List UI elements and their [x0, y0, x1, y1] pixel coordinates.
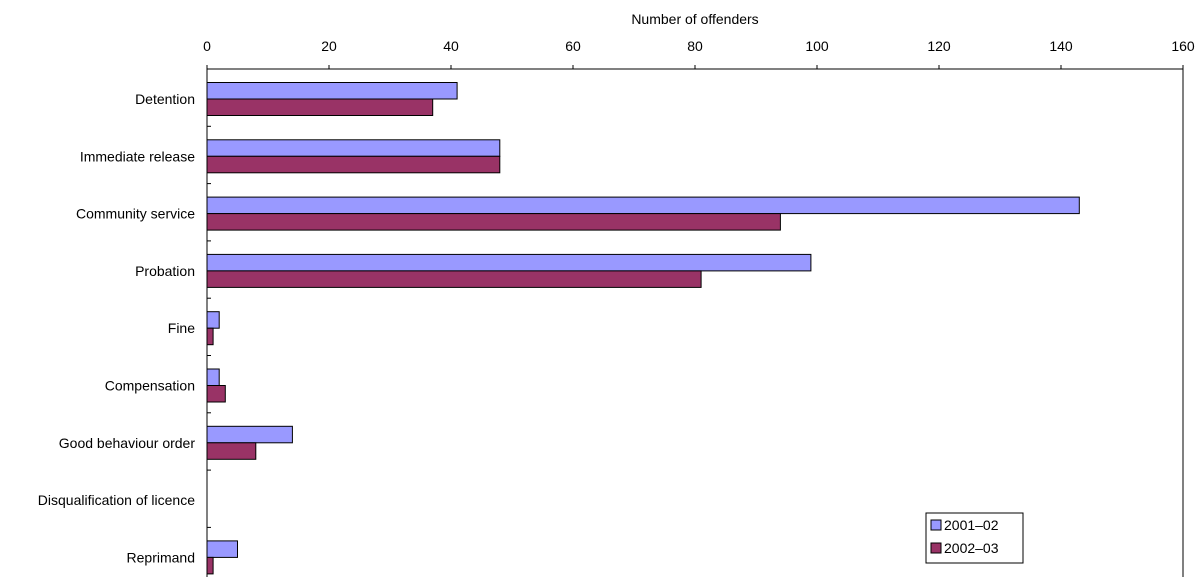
bar-series1: [206, 311, 220, 329]
bar-series1: [206, 253, 812, 272]
bar-series1: [206, 82, 458, 100]
bar-series2: [206, 385, 226, 403]
bars: [206, 82, 1080, 575]
category-label: Reprimand: [127, 549, 195, 565]
legend-box: [925, 512, 1024, 564]
x-axis-ticks: 0 20 40 60 80 100 120 140 160: [203, 38, 1195, 528]
bar-series1: [206, 139, 501, 157]
legend-swatch: [930, 519, 942, 531]
bar-series2: [206, 155, 501, 174]
x-tick-label: 160: [1171, 38, 1195, 54]
x-tick-label: 60: [565, 38, 581, 54]
bar-series1: [206, 368, 220, 386]
x-tick-label: 120: [927, 38, 951, 54]
category-label: Detention: [135, 91, 195, 107]
bar-series2: [206, 213, 781, 231]
x-tick-label: 20: [321, 38, 337, 54]
legend-label: 2002–03: [944, 540, 999, 556]
x-tick-label: 100: [805, 38, 829, 54]
category-label: Probation: [135, 263, 195, 279]
category-label: Fine: [168, 320, 195, 336]
bar-series2: [206, 98, 434, 116]
bar-series1: [206, 540, 238, 558]
category-label: Immediate release: [80, 148, 195, 164]
category-label: Community service: [76, 206, 195, 222]
bar-series2: [206, 270, 702, 288]
legend-label: 2001–02: [944, 517, 999, 533]
x-tick-label: 140: [1049, 38, 1073, 54]
x-tick-label: 80: [687, 38, 703, 54]
category-label: Compensation: [105, 378, 195, 394]
bar-series2: [206, 556, 214, 575]
bar-series1: [206, 196, 1080, 215]
category-label: Good behaviour order: [59, 435, 196, 451]
x-axis-title: Number of offenders: [631, 11, 758, 27]
legend-swatch: [930, 542, 942, 554]
bar-series1: [206, 425, 293, 444]
bar-series2: [206, 327, 214, 346]
legend: 2001–02 2002–03: [925, 512, 1024, 564]
category-label: Disqualification of licence: [38, 492, 195, 508]
x-tick-label: 40: [443, 38, 459, 54]
x-tick-label: 0: [203, 38, 211, 54]
bar-series2: [206, 442, 257, 460]
category-labels: Detention Immediate release Community serv…: [38, 91, 196, 565]
